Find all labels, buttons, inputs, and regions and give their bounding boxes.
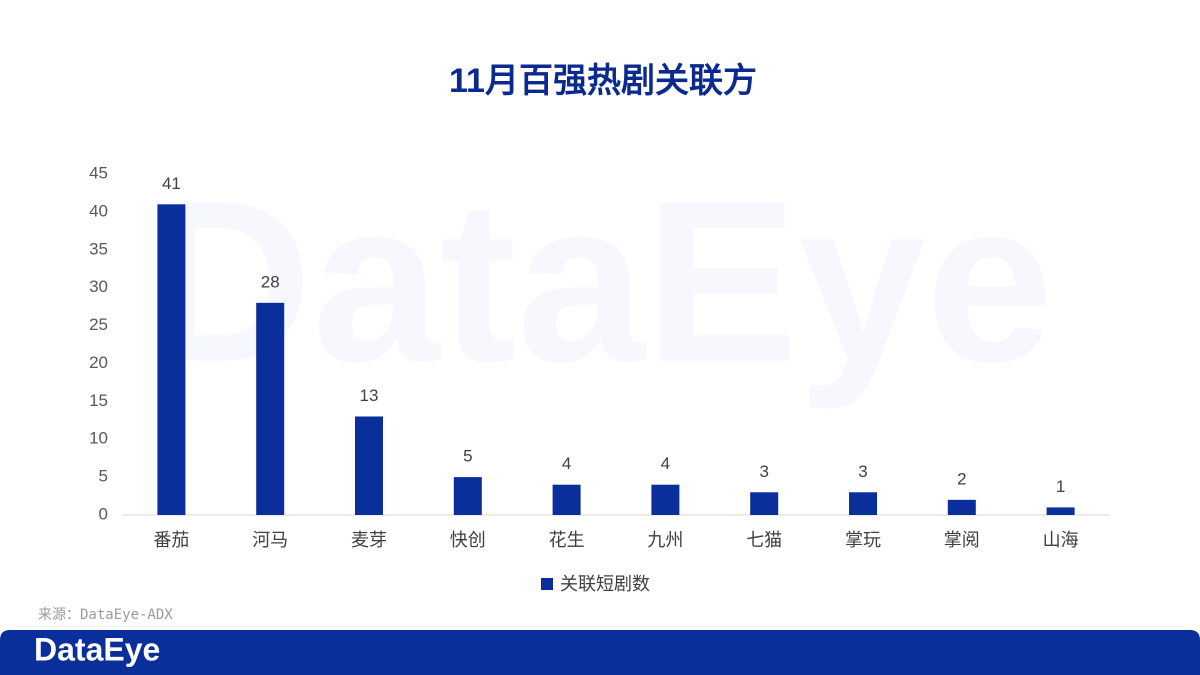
bar — [355, 416, 383, 515]
y-tick-label: 0 — [99, 504, 108, 523]
y-tick-label: 35 — [89, 239, 108, 258]
x-tick-label: 掌阅 — [944, 530, 980, 550]
y-tick-label: 15 — [89, 391, 108, 410]
data-label: 13 — [360, 386, 379, 405]
bar — [1046, 507, 1075, 515]
bar — [947, 499, 976, 515]
legend-label: 关联短剧数 — [560, 574, 650, 594]
data-label: 28 — [261, 272, 280, 291]
y-tick-label: 30 — [89, 277, 108, 296]
data-label: 4 — [661, 454, 670, 473]
x-tick-label: 花生 — [549, 530, 585, 550]
legend-swatch — [541, 578, 553, 590]
bar — [453, 477, 482, 515]
data-label: 3 — [759, 462, 768, 481]
footer-band — [0, 630, 1200, 675]
bar — [552, 484, 581, 515]
data-label: 5 — [463, 447, 472, 466]
y-tick-label: 20 — [89, 353, 108, 372]
y-tick-label: 25 — [89, 315, 108, 334]
bar — [849, 492, 877, 515]
bar — [651, 484, 680, 515]
chart-title: 11月百强热剧关联方 — [449, 62, 757, 100]
watermark: DataEye — [146, 153, 1054, 410]
x-tick-label: 山海 — [1043, 530, 1079, 550]
x-tick-label: 番茄 — [153, 530, 189, 550]
x-tick-label: 麦芽 — [351, 530, 387, 550]
x-tick-label: 快创 — [450, 530, 486, 550]
x-tick-label: 九州 — [647, 530, 683, 550]
y-tick-label: 45 — [89, 163, 108, 182]
x-tick-label: 掌玩 — [845, 530, 881, 550]
y-tick-label: 10 — [89, 429, 108, 448]
data-label: 41 — [162, 174, 181, 193]
x-tick-label: 七猫 — [746, 530, 782, 550]
x-tick-label: 河马 — [252, 530, 288, 550]
data-label: 1 — [1056, 477, 1065, 496]
data-label: 4 — [562, 454, 571, 473]
source-note: 来源：DataEye-ADX — [38, 607, 173, 623]
footer-logo: DataEye — [34, 631, 160, 667]
y-tick-label: 5 — [99, 467, 108, 486]
bar — [750, 492, 779, 515]
data-label: 3 — [858, 462, 867, 481]
bar — [256, 302, 285, 515]
bar — [157, 204, 186, 516]
y-tick-label: 40 — [89, 201, 108, 220]
data-label: 2 — [957, 469, 966, 488]
